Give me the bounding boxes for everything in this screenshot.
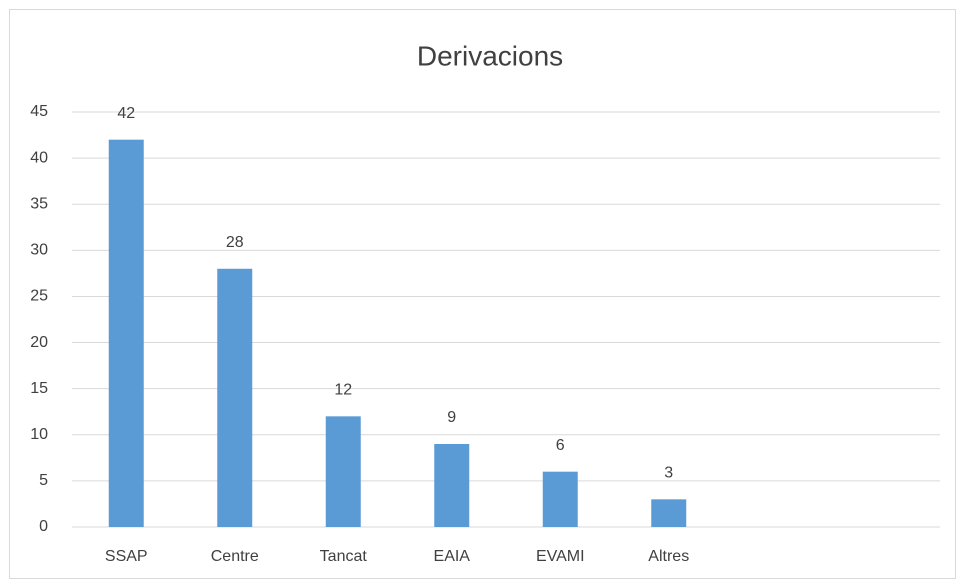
bar <box>434 444 470 527</box>
x-tick-label: Tancat <box>320 548 368 565</box>
x-tick-label: EVAMI <box>536 548 585 565</box>
bar <box>217 268 253 527</box>
bar <box>108 139 144 527</box>
y-tick-label: 25 <box>30 288 48 305</box>
x-tick-label: Centre <box>211 548 259 565</box>
bar <box>325 416 361 527</box>
x-tick-label: SSAP <box>105 548 148 565</box>
y-tick-label: 0 <box>39 518 48 535</box>
y-tick-label: 35 <box>30 195 48 212</box>
bar <box>542 471 578 527</box>
y-tick-label: 30 <box>30 242 48 259</box>
x-tick-label: Altres <box>648 548 689 565</box>
data-label: 6 <box>556 437 565 454</box>
y-tick-label: 10 <box>30 426 48 443</box>
data-label: 28 <box>226 234 244 251</box>
bar <box>651 499 687 527</box>
y-tick-label: 40 <box>30 149 48 166</box>
y-tick-label: 20 <box>30 334 48 351</box>
chart-frame <box>9 9 956 579</box>
y-tick-label: 45 <box>30 103 48 120</box>
data-label: 12 <box>334 382 352 399</box>
data-label: 9 <box>447 409 456 426</box>
chart-title: Derivacions <box>417 40 563 71</box>
x-tick-label: EAIA <box>434 548 471 565</box>
y-tick-label: 5 <box>39 472 48 489</box>
y-tick-label: 15 <box>30 380 48 397</box>
data-label: 42 <box>117 105 135 122</box>
data-label: 3 <box>664 465 673 482</box>
